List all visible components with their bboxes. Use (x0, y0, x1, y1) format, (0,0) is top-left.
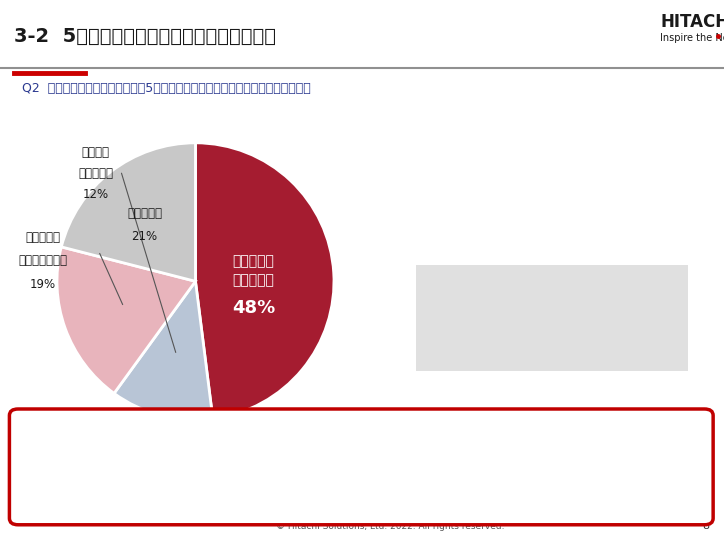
Text: いるため、機器をいかに使いこなすかが重要だと考えられる: いるため、機器をいかに使いこなすかが重要だと考えられる (249, 479, 475, 493)
Text: Q2  自動車の開発手法に関して、5年前と比べてどのような変化がありましたか。: Q2 自動車の開発手法に関して、5年前と比べてどのような変化がありましたか。 (22, 82, 311, 95)
Text: 48%: 48% (232, 299, 275, 317)
Text: 開発期間が短くなった: 開発期間が短くなった (510, 292, 594, 306)
Text: 21%: 21% (131, 230, 158, 243)
Text: © Hitachi Solutions, Ltd. 2022. All rights reserved.: © Hitachi Solutions, Ltd. 2022. All righ… (276, 522, 504, 531)
Text: 3-2  5年前と比べた自動車の開発期間の変化: 3-2 5年前と比べた自動車の開発期間の変化 (14, 27, 276, 45)
Text: 「5年前に比べて開発期間が短くなった」との回答がもっとも多く、: 「5年前に比べて開発期間が短くなった」との回答がもっとも多く、 (232, 441, 492, 455)
Text: わからない: わからない (127, 207, 162, 220)
Text: 開発期間: 開発期間 (82, 147, 110, 160)
Text: Inspire the Next: Inspire the Next (660, 33, 724, 43)
Text: の人は: の人は (500, 334, 530, 348)
Text: は長引いた: は長引いた (78, 167, 113, 180)
Text: 短くなった: 短くなった (232, 273, 274, 287)
Text: 19%: 19% (30, 278, 56, 291)
Wedge shape (195, 143, 334, 419)
Wedge shape (114, 281, 213, 420)
Text: 12%: 12% (83, 188, 109, 201)
Text: 48%。より自動車開発が複雑になっているなかで期間が短縮されて: 48%。より自動車開発が複雑になっているなかで期間が短縮されて (228, 460, 496, 474)
Text: 48%: 48% (547, 332, 594, 351)
Text: 開発期間は: 開発期間は (25, 230, 61, 243)
Text: 開発期間は: 開発期間は (232, 254, 274, 268)
Text: 8: 8 (702, 521, 710, 531)
Wedge shape (62, 143, 195, 281)
Text: 昔と変わらない: 昔と変わらない (19, 254, 67, 267)
Text: HITACHI: HITACHI (660, 13, 724, 31)
Wedge shape (57, 247, 195, 393)
